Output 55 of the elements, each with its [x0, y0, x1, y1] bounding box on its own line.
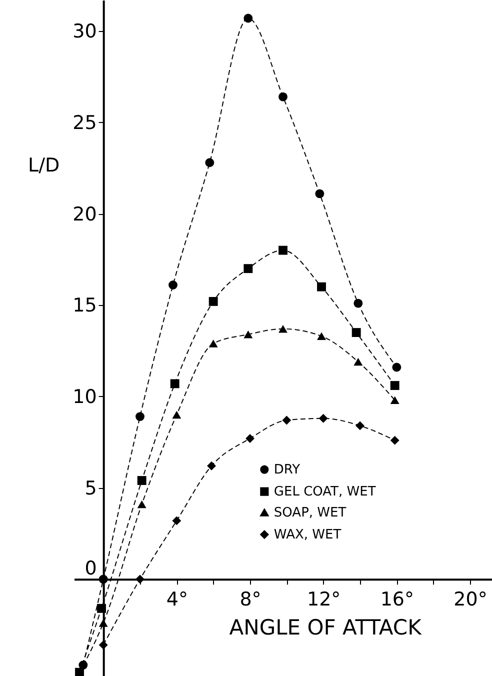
point [98, 619, 108, 627]
point [244, 330, 253, 338]
point [172, 516, 182, 526]
point [244, 264, 253, 274]
point [392, 362, 402, 372]
y-tick-label: 5 [84, 477, 97, 500]
point [137, 500, 146, 508]
point [207, 461, 216, 470]
point [278, 324, 288, 333]
y-tick-label: 10 [72, 386, 97, 408]
point [317, 332, 326, 340]
legend-label: GEL COAT, WET [274, 484, 376, 500]
point [136, 574, 144, 584]
point [352, 328, 361, 337]
point [78, 660, 88, 670]
point [390, 381, 400, 390]
x-tick-label: 8° [240, 588, 262, 611]
point [136, 412, 144, 422]
y-tick-label: 20 [72, 203, 97, 226]
y-tick-label: 15 [72, 294, 97, 317]
point [208, 340, 218, 348]
y-tick-label: 30 [72, 20, 97, 43]
legend-label: DRY [274, 462, 300, 478]
point [354, 358, 363, 366]
point [278, 92, 288, 102]
point [278, 246, 288, 255]
legend-label: WAX, WET [274, 528, 342, 543]
legend-label: SOAP, WET [274, 506, 346, 521]
point [98, 574, 108, 584]
point [246, 434, 254, 443]
point [97, 604, 106, 613]
y-tick-label: 25 [72, 112, 97, 134]
point [244, 14, 253, 23]
x-tick-label: 20° [454, 588, 488, 611]
y-axis-title: L/D [28, 154, 60, 176]
x-axis-title: ANGLE OF ATTACK [229, 616, 423, 640]
point [390, 396, 400, 404]
point [317, 282, 326, 292]
point [98, 640, 108, 650]
point [170, 379, 180, 388]
x-tick-label: 16° [380, 588, 414, 611]
point [205, 158, 214, 168]
y-tick-label: 0 [84, 558, 97, 580]
point [208, 296, 218, 306]
point [356, 421, 364, 430]
point [168, 280, 178, 290]
point [282, 416, 292, 425]
x-tick-label: 12° [306, 588, 341, 611]
point [390, 436, 400, 445]
point [315, 189, 324, 198]
point [354, 298, 363, 308]
point [318, 414, 328, 423]
point [172, 410, 182, 419]
point [137, 476, 146, 485]
x-tick-label: 4° [166, 588, 188, 611]
